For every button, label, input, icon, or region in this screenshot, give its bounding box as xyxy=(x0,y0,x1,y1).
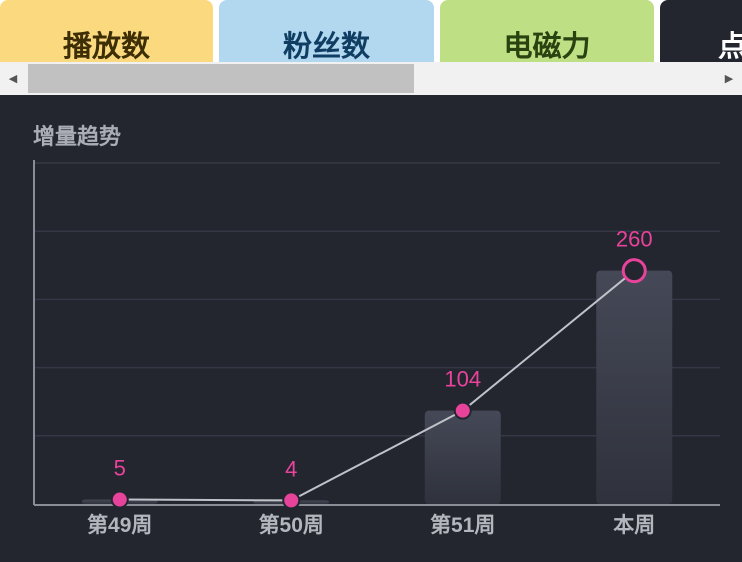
increment-trend-chart: 第49周 第50周 第51周 本周 5 4 104 260 xyxy=(0,95,742,562)
tab-electromagnetic-label: 电磁力 xyxy=(503,30,590,62)
x-tick-label: 第51周 xyxy=(430,513,495,537)
data-label: 5 xyxy=(114,456,126,481)
x-tick-label: 本周 xyxy=(613,514,655,537)
bar-3 xyxy=(596,271,672,504)
data-label: 260 xyxy=(616,227,653,252)
tab-likes-label: 点 xyxy=(718,30,742,62)
tab-fans-label: 粉丝数 xyxy=(283,30,370,62)
tab-plays[interactable]: 播放数 xyxy=(0,0,213,62)
trend-line xyxy=(120,271,635,501)
data-point xyxy=(112,492,128,508)
tab-electromagnetic[interactable]: 电磁力 xyxy=(440,0,654,62)
x-tick-label: 第50周 xyxy=(259,513,324,537)
horizontal-scrollbar[interactable]: ◀ ▶ xyxy=(0,62,742,95)
x-tick-label: 第49周 xyxy=(87,513,152,537)
data-label: 4 xyxy=(285,456,297,481)
data-point xyxy=(283,492,299,508)
tab-plays-label: 播放数 xyxy=(63,30,150,62)
scroll-left-arrow-icon[interactable]: ◀ xyxy=(0,62,26,95)
scrollbar-thumb[interactable] xyxy=(28,64,414,93)
scroll-right-arrow-icon[interactable]: ▶ xyxy=(716,62,742,95)
data-point xyxy=(455,403,471,419)
data-label: 104 xyxy=(444,367,481,392)
tab-likes[interactable]: 点 xyxy=(660,0,742,62)
data-point-highlight xyxy=(623,260,645,282)
tab-bar: 播放数 粉丝数 电磁力 点 xyxy=(0,0,742,62)
tab-fans[interactable]: 粉丝数 xyxy=(219,0,434,62)
